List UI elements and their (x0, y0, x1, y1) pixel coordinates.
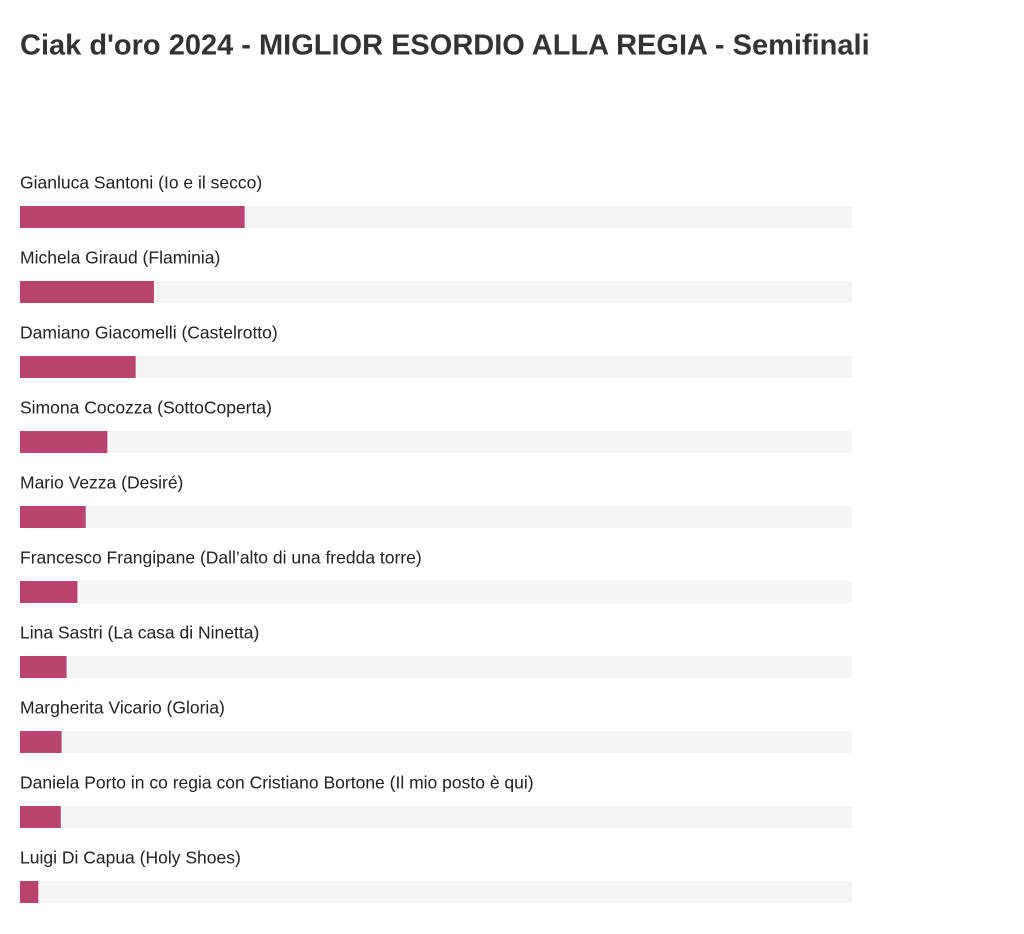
option-label: Francesco Frangipane (Dall’alto di una f… (20, 548, 422, 568)
bar (20, 806, 61, 828)
bar (20, 206, 245, 228)
chart-title: Ciak d'oro 2024 - MIGLIOR ESORDIO ALLA R… (20, 30, 870, 62)
option-label: Daniela Porto in co regia con Cristiano … (20, 773, 534, 793)
bar-track (20, 431, 852, 453)
bar-track (20, 881, 852, 903)
bar (20, 431, 108, 453)
option-label: Damiano Giacomelli (Castelrotto) (20, 323, 278, 343)
bar-track (20, 656, 852, 678)
option-label: Michela Giraud (Flaminia) (20, 248, 220, 268)
bar (20, 581, 78, 603)
bar-track (20, 806, 852, 828)
bar-track (20, 731, 852, 753)
option-label: Lina Sastri (La casa di Ninetta) (20, 623, 259, 643)
bar-track (20, 506, 852, 528)
bar (20, 356, 136, 378)
bar-track (20, 281, 852, 303)
option-label: Simona Cocozza (SottoCoperta) (20, 398, 272, 418)
bar (20, 281, 154, 303)
bar (20, 506, 86, 528)
bar (20, 881, 39, 903)
option-label: Margherita Vicario (Gloria) (20, 698, 225, 718)
option-label: Luigi Di Capua (Holy Shoes) (20, 848, 241, 868)
option-label: Gianluca Santoni (Io e il secco) (20, 173, 262, 193)
bar-track (20, 356, 852, 378)
option-label: Mario Vezza (Desiré) (20, 473, 183, 493)
bar-track (20, 581, 852, 603)
bar (20, 656, 67, 678)
bar (20, 731, 62, 753)
